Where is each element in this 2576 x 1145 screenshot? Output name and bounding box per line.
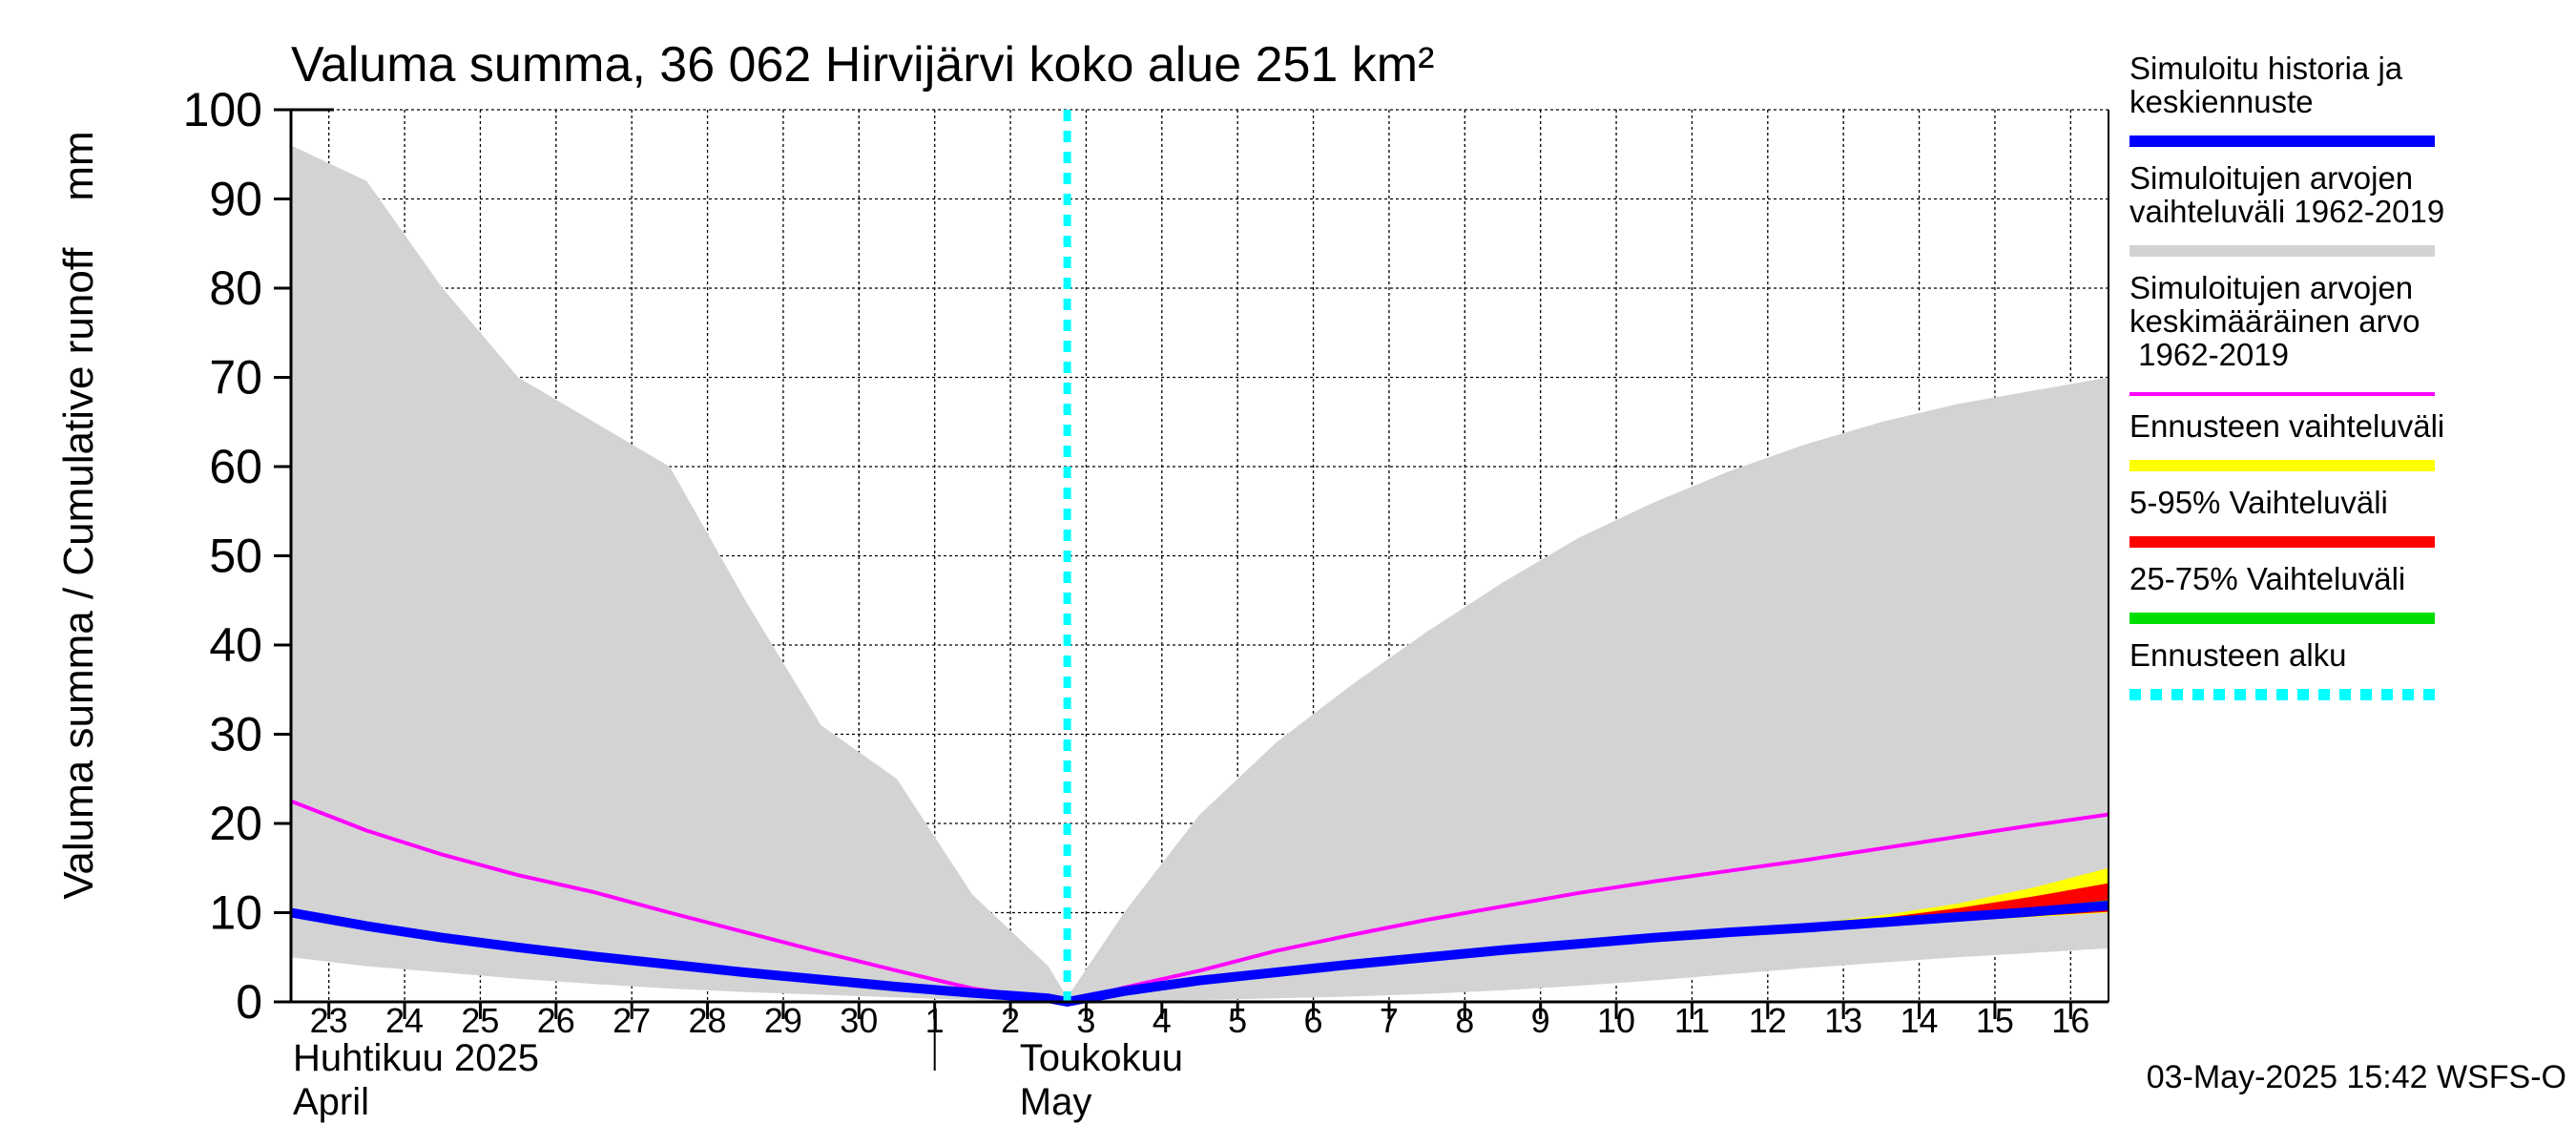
x-tick-label-2025-04-25: 25 <box>461 1001 499 1040</box>
band-simuloitujen-arvojen-vaihteluv-li-1962-2019 <box>291 145 2109 1002</box>
month-label-2: Toukokuu May <box>1020 1037 1183 1123</box>
legend-label-line: Simuloitu historia ja <box>2129 51 2403 86</box>
legend-label-2: Simuloitujen arvojen vaihteluväli 1962-20… <box>2129 160 2444 229</box>
x-tick-label-2025-05-13: 13 <box>1824 1001 1862 1040</box>
legend-label-line: 25-75% Vaihteluväli <box>2129 561 2405 596</box>
x-tick-label-2025-04-29: 29 <box>764 1001 802 1040</box>
x-tick-label-2025-05-02: 2 <box>1001 1001 1020 1040</box>
x-tick-label-2025-05-03: 3 <box>1076 1001 1095 1040</box>
x-tick-label-2025-05-16: 16 <box>2051 1001 2089 1040</box>
x-tick-label-2025-05-08: 8 <box>1455 1001 1474 1040</box>
legend-label-line: 1962-2019 <box>2129 337 2289 372</box>
x-tick-label-2025-05-12: 12 <box>1749 1001 1787 1040</box>
legend-label-line: keskimääräinen arvo <box>2129 303 2420 339</box>
legend-label-line: vaihteluväli 1962-2019 <box>2129 194 2444 229</box>
y-tick-label-0: 0 <box>236 975 262 1029</box>
x-tick-label-2025-04-26: 26 <box>537 1001 575 1040</box>
legend-label-3: Simuloitujen arvojen keskimääräinen arvo … <box>2129 270 2420 372</box>
x-tick-label-2025-05-14: 14 <box>1901 1001 1939 1040</box>
legend-label-line: Ennusteen alku <box>2129 637 2347 673</box>
legend-label-1: Simuloitu historia ja keskiennuste <box>2129 51 2403 119</box>
y-tick-label-100: 100 <box>183 83 262 136</box>
x-tick-label-2025-04-24: 24 <box>385 1001 424 1040</box>
month-label-line2: May <box>1020 1081 1092 1123</box>
x-tick-label-2025-05-11: 11 <box>1674 1001 1710 1040</box>
legend-label-line: Ennusteen vaihteluväli <box>2129 408 2444 444</box>
legend-label-line: 5-95% Vaihteluväli <box>2129 485 2388 520</box>
y-tick-label-20: 20 <box>209 797 262 850</box>
x-tick-label-2025-05-07: 7 <box>1380 1001 1399 1040</box>
legend-label-5: 5-95% Vaihteluväli <box>2129 485 2388 520</box>
y-tick-label-90: 90 <box>209 173 262 226</box>
month-label-line1: Toukokuu <box>1020 1037 1183 1079</box>
legend-label-line: Simuloitujen arvojen <box>2129 160 2413 196</box>
y-tick-label-60: 60 <box>209 440 262 493</box>
legend-label-line: keskiennuste <box>2129 84 2314 119</box>
x-tick-label-2025-04-23: 23 <box>310 1001 348 1040</box>
month-label-line2: April <box>293 1081 369 1123</box>
x-tick-label-2025-05-05: 5 <box>1228 1001 1247 1040</box>
x-tick-label-2025-05-15: 15 <box>1976 1001 2014 1040</box>
timestamp-footer: 03-May-2025 15:42 WSFS-O <box>2147 1059 2566 1095</box>
x-tick-label-2025-04-30: 30 <box>840 1001 878 1040</box>
x-tick-label-2025-04-27: 27 <box>613 1001 651 1040</box>
x-tick-label-2025-05-10: 10 <box>1597 1001 1635 1040</box>
line-simuloitu-historia-ja-keskiennuste <box>290 901 2109 1007</box>
y-tick-label-80: 80 <box>209 261 262 315</box>
x-tick-label-2025-05-09: 9 <box>1531 1001 1550 1040</box>
legend-label-4: Ennusteen vaihteluväli <box>2129 408 2444 444</box>
y-tick-label-30: 30 <box>209 708 262 761</box>
y-axis-label: Valuma summa / Cumulative runoff mm <box>55 131 102 899</box>
legend-label-line: Simuloitujen arvojen <box>2129 270 2413 305</box>
plot-area <box>290 109 2109 1007</box>
month-label-1: Huhtikuu 2025 April <box>293 1037 539 1123</box>
x-tick-label-2025-04-28: 28 <box>689 1001 727 1040</box>
y-tick-label-40: 40 <box>209 618 262 672</box>
legend-label-7: Ennusteen alku <box>2129 637 2347 673</box>
legend: Simuloitu historia ja keskiennusteSimuloi… <box>2129 51 2444 700</box>
y-tick-label-10: 10 <box>209 886 262 940</box>
x-tick-label-2025-05-06: 6 <box>1304 1001 1323 1040</box>
month-label-line1: Huhtikuu 2025 <box>293 1037 539 1079</box>
x-tick-label-2025-05-04: 4 <box>1153 1001 1172 1040</box>
y-tick-label-70: 70 <box>209 351 262 405</box>
legend-label-6: 25-75% Vaihteluväli <box>2129 561 2405 596</box>
line-simuloitujen-arvojen-keskim-r-inen-arvo-1962-2019 <box>290 799 2109 1004</box>
y-tick-label-50: 50 <box>209 530 262 583</box>
chart-title: Valuma summa, 36 062 Hirvijärvi koko alu… <box>291 37 1434 93</box>
